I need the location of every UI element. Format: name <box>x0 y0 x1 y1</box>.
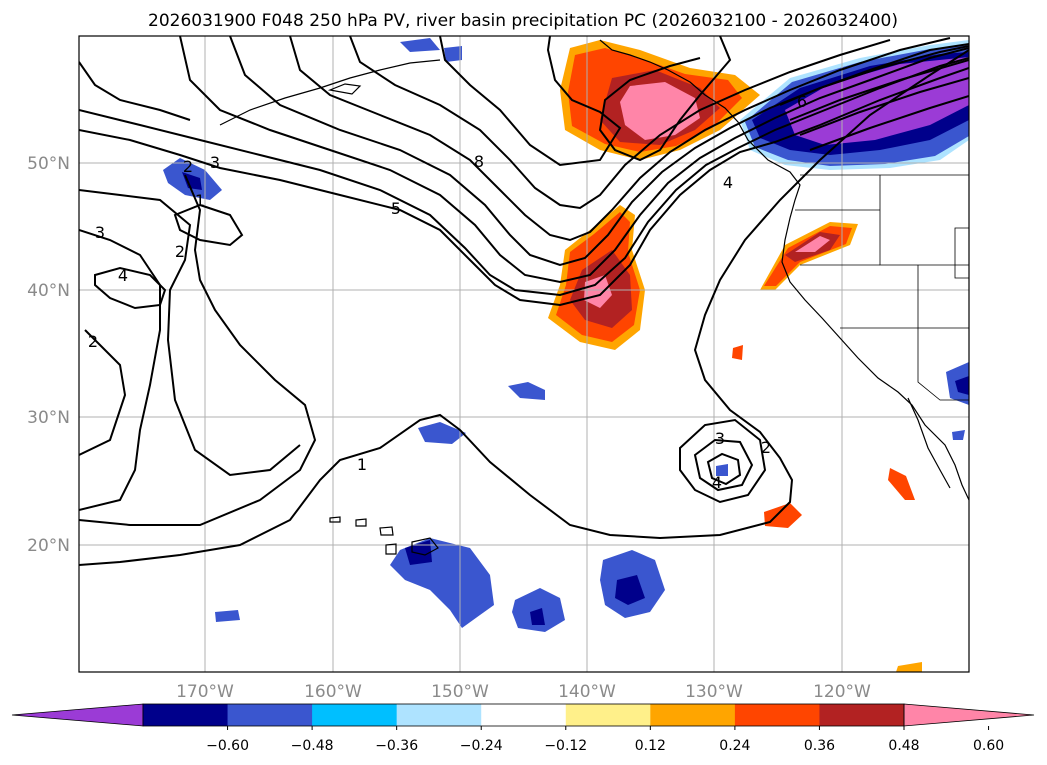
colorbar-swatch <box>312 704 398 726</box>
political-borders <box>795 174 969 401</box>
pv-contours <box>79 36 969 566</box>
colorbar-ticks: −0.60 −0.48 −0.36 −0.24 −0.12 0.12 0.24 0.36 0.4… <box>206 726 1004 754</box>
colorbar-tick-label: 0.24 <box>719 738 750 754</box>
colorbar-tick-label: −0.60 <box>206 738 249 754</box>
lat-label-20n: 20°N <box>27 536 70 556</box>
colorbar-swatch <box>396 704 482 726</box>
colorbar-outline <box>142 703 905 727</box>
coastlines <box>219 39 969 556</box>
lon-label-140w: 140°W <box>558 682 616 702</box>
colorbar-tick-label: 0.12 <box>635 738 666 754</box>
colorbar-swatch <box>481 704 567 726</box>
contour-label-1-hawaii: 1 <box>357 455 367 474</box>
contour-label-2-west: 2 <box>88 332 98 351</box>
contour-label-4-low: 4 <box>712 473 722 492</box>
colorbar-swatch <box>650 704 736 726</box>
colorbar-tick-label: −0.24 <box>460 738 503 754</box>
contour-label-4-west: 4 <box>118 266 128 285</box>
colorbar-extend-high <box>903 703 1035 727</box>
pv-contour-labels: 1 1 2 2 2 2 3 3 3 4 4 4 5 6 8 <box>88 92 807 492</box>
contour-label-8: 8 <box>474 152 484 171</box>
contour-label-2-aleutian: 2 <box>183 157 193 176</box>
latitude-labels: 50°N 40°N 30°N 20°N <box>27 154 70 556</box>
colorbar-swatches <box>11 703 1035 727</box>
colorbar-tick-label: −0.12 <box>544 738 587 754</box>
colorbar-swatch <box>227 704 313 726</box>
contour-label-6: 6 <box>797 92 807 111</box>
contour-label-3-west: 3 <box>95 223 105 242</box>
lon-label-160w: 160°W <box>304 682 362 702</box>
lat-label-40n: 40°N <box>27 281 70 301</box>
contour-label-3-low: 3 <box>715 429 725 448</box>
colorbar: −0.60 −0.48 −0.36 −0.24 −0.12 0.12 0.24 0.36 0.4… <box>11 703 1035 754</box>
map-title: 2026031900 F048 250 hPa PV, river basin … <box>148 11 898 31</box>
colorbar-swatch <box>734 704 820 726</box>
contour-label-1-west: 1 <box>195 191 205 210</box>
colorbar-tick-label: 0.36 <box>804 738 835 754</box>
lat-label-50n: 50°N <box>27 154 70 174</box>
contour-label-5: 5 <box>391 199 401 218</box>
colorbar-tick-label: −0.48 <box>291 738 334 754</box>
colorbar-tick-label: 0.48 <box>888 738 919 754</box>
longitude-labels: 170°W 160°W 150°W 140°W 130°W 120°W <box>176 682 871 702</box>
lon-label-170w: 170°W <box>176 682 234 702</box>
lon-label-150w: 150°W <box>431 682 489 702</box>
colorbar-swatch <box>819 704 905 726</box>
lon-label-130w: 130°W <box>685 682 743 702</box>
contour-label-2-mid: 2 <box>175 242 185 261</box>
colorbar-swatch <box>565 704 651 726</box>
colorbar-extend-low <box>11 703 144 727</box>
colorbar-tick-label: 0.60 <box>973 738 1004 754</box>
contour-label-2-low: 2 <box>761 438 771 457</box>
map-frame <box>78 35 970 673</box>
colorbar-swatch <box>143 704 229 726</box>
contour-label-4-coast: 4 <box>723 173 733 192</box>
lat-label-30n: 30°N <box>27 408 70 428</box>
colorbar-tick-label: −0.36 <box>375 738 418 754</box>
precip-positive-shading <box>548 40 922 672</box>
lon-label-120w: 120°W <box>813 682 871 702</box>
contour-label-3-aleutian: 3 <box>210 153 220 172</box>
